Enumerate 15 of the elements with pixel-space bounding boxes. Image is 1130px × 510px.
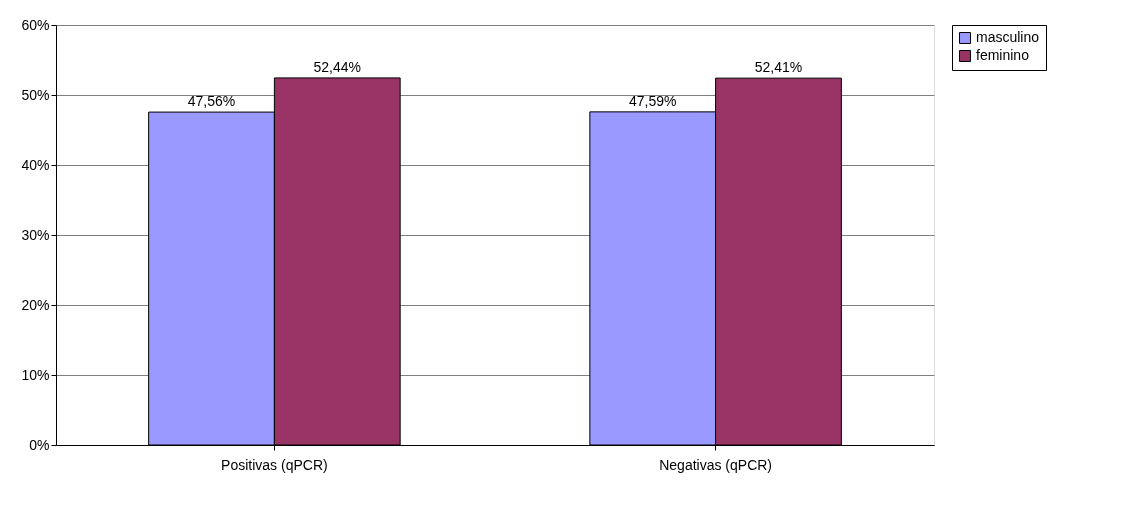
y-tick-label: 0% [29, 436, 50, 453]
y-tick-label: 40% [21, 156, 50, 173]
x-tick-label: Positivas (qPCR) [221, 456, 328, 473]
data-label: 47,59% [628, 92, 677, 109]
y-tick-label: 20% [21, 296, 50, 313]
x-tick-label: Negativas (qPCR) [659, 456, 773, 473]
y-tick-label: 50% [21, 86, 50, 103]
legend-label: feminino [976, 47, 1030, 63]
data-label: 47,56% [187, 93, 236, 110]
y-tick-label: 10% [21, 366, 50, 383]
legend-label: masculino [976, 29, 1040, 45]
y-tick-label: 30% [21, 226, 50, 243]
data-label: 52,44% [313, 58, 362, 75]
data-label: 52,41% [754, 59, 803, 76]
y-tick-label: 60% [21, 16, 50, 33]
